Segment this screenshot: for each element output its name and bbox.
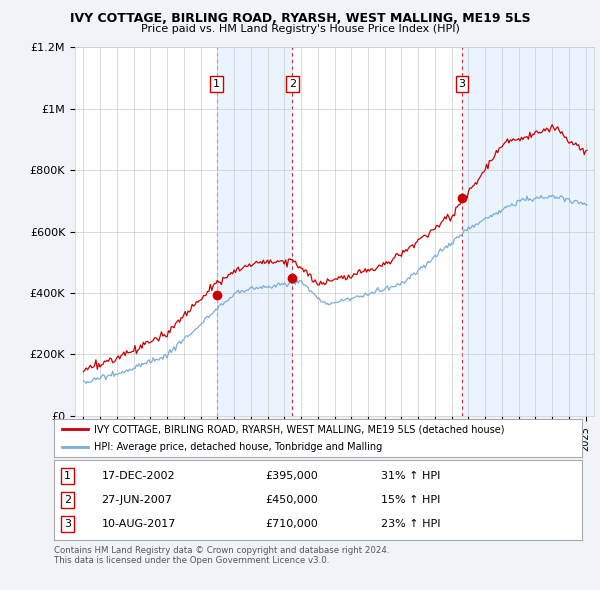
Text: 3: 3 (458, 79, 466, 89)
Text: 1: 1 (64, 471, 71, 481)
Text: £395,000: £395,000 (265, 471, 318, 481)
Text: 10-AUG-2017: 10-AUG-2017 (101, 519, 176, 529)
Text: 2: 2 (64, 495, 71, 505)
Text: 15% ↑ HPI: 15% ↑ HPI (382, 495, 441, 505)
Text: IVY COTTAGE, BIRLING ROAD, RYARSH, WEST MALLING, ME19 5LS (detached house): IVY COTTAGE, BIRLING ROAD, RYARSH, WEST … (94, 424, 504, 434)
Bar (217, 47, 292, 416)
Text: 23% ↑ HPI: 23% ↑ HPI (382, 519, 441, 529)
Text: £710,000: £710,000 (265, 519, 318, 529)
Text: 17-DEC-2002: 17-DEC-2002 (101, 471, 175, 481)
Bar (462, 47, 594, 416)
Text: Contains HM Land Registry data © Crown copyright and database right 2024.
This d: Contains HM Land Registry data © Crown c… (54, 546, 389, 565)
Text: £450,000: £450,000 (265, 495, 318, 505)
Text: 27-JUN-2007: 27-JUN-2007 (101, 495, 172, 505)
Text: 2: 2 (289, 79, 296, 89)
Text: IVY COTTAGE, BIRLING ROAD, RYARSH, WEST MALLING, ME19 5LS: IVY COTTAGE, BIRLING ROAD, RYARSH, WEST … (70, 12, 530, 25)
Text: HPI: Average price, detached house, Tonbridge and Malling: HPI: Average price, detached house, Tonb… (94, 442, 382, 452)
Text: 1: 1 (213, 79, 220, 89)
Text: 3: 3 (64, 519, 71, 529)
Text: Price paid vs. HM Land Registry's House Price Index (HPI): Price paid vs. HM Land Registry's House … (140, 24, 460, 34)
Text: 31% ↑ HPI: 31% ↑ HPI (382, 471, 441, 481)
